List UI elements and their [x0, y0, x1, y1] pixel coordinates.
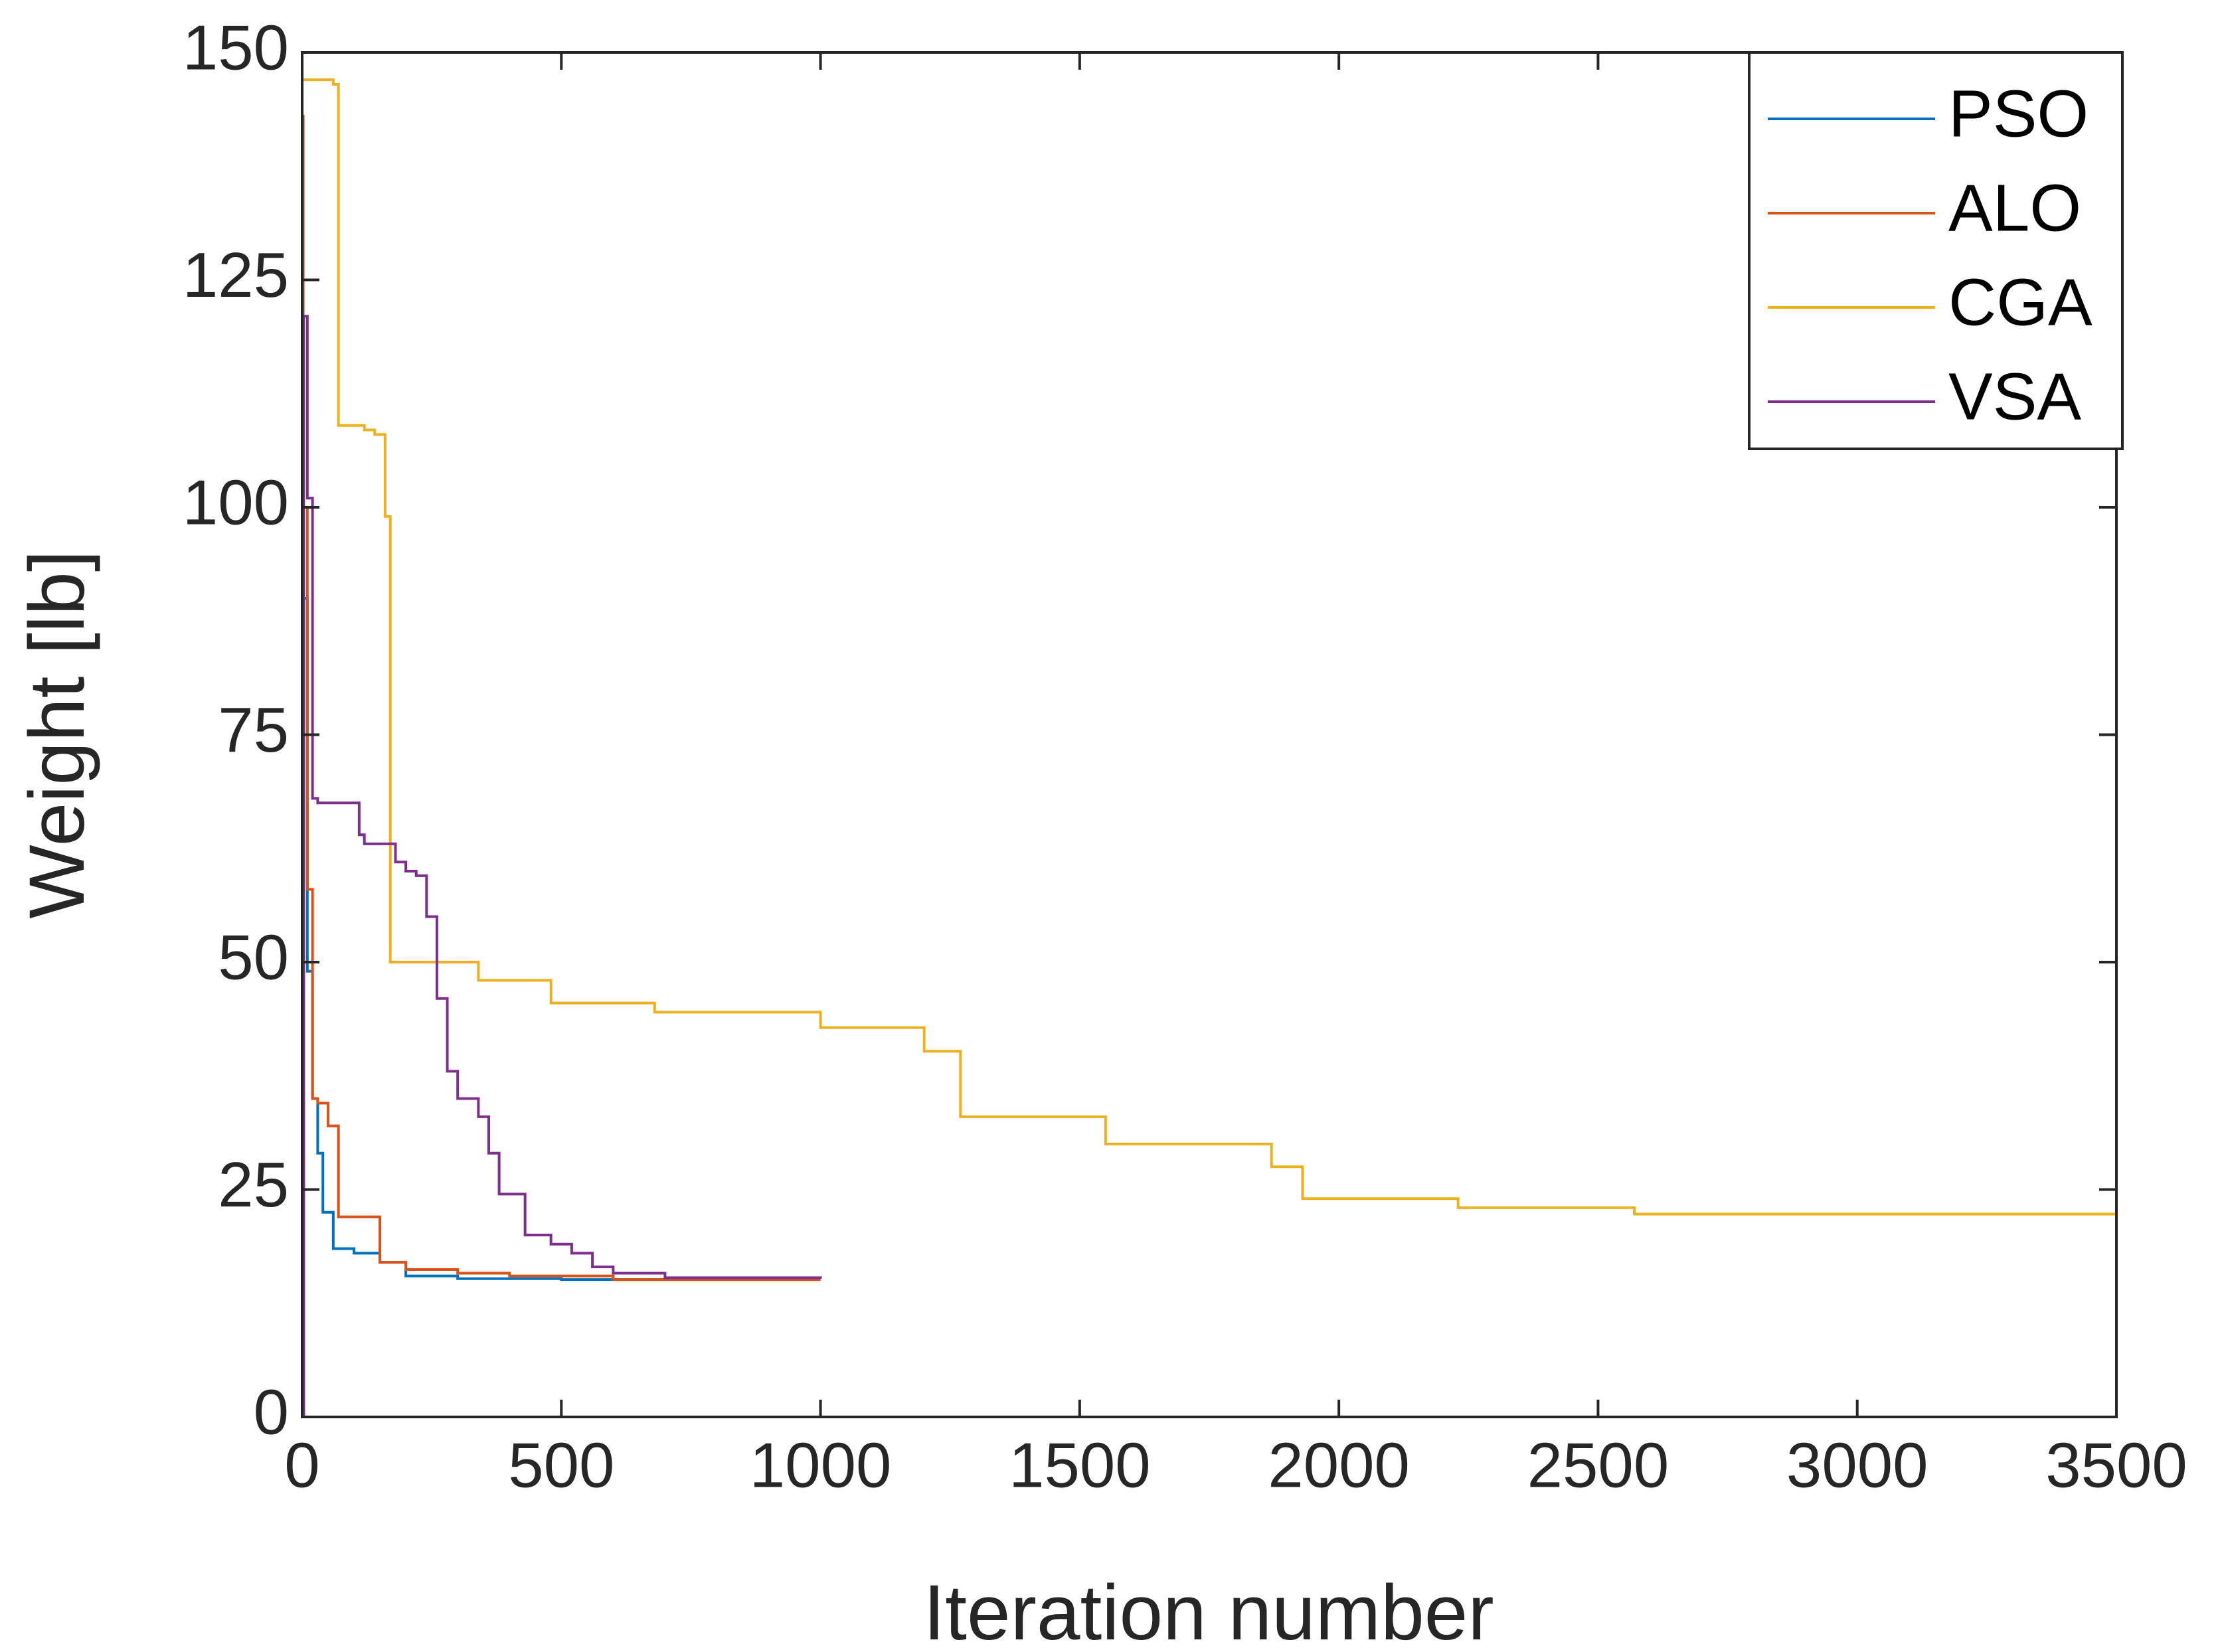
x-tick-label: 500	[508, 1430, 614, 1501]
x-tick-label: 3000	[1786, 1430, 1928, 1501]
legend-label: CGA	[1948, 265, 2093, 339]
x-tick-label: 2000	[1268, 1430, 1410, 1501]
x-tick-label: 2500	[1527, 1430, 1669, 1501]
y-tick-label: 50	[218, 922, 289, 993]
y-tick-label: 150	[183, 12, 289, 83]
legend-label: ALO	[1948, 171, 2081, 245]
x-tick-label: 3500	[2045, 1430, 2187, 1501]
y-tick-label: 25	[218, 1149, 289, 1220]
legend-label: VSA	[1948, 359, 2081, 434]
x-axis-label: Iteration number	[923, 1569, 1494, 1652]
series-line	[302, 315, 822, 1418]
series-line	[302, 597, 821, 1418]
x-tick-label: 1000	[750, 1430, 892, 1501]
series-line	[301, 114, 821, 1281]
y-tick-label: 0	[254, 1376, 289, 1447]
y-axis-label: Weight [lb]	[13, 550, 101, 918]
legend-label: PSO	[1948, 76, 2089, 151]
y-tick-label: 100	[183, 467, 289, 538]
x-tick-label: 0	[284, 1430, 319, 1501]
x-tick-label: 1500	[1009, 1430, 1151, 1501]
y-tick-label: 75	[218, 695, 289, 766]
series-line	[302, 78, 2116, 1216]
y-tick-label: 125	[183, 240, 289, 311]
